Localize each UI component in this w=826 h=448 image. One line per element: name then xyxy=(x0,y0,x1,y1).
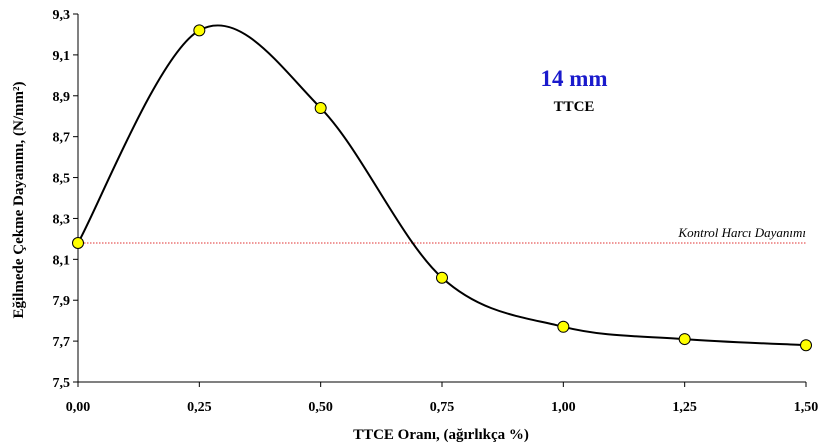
y-tick-label: 9,3 xyxy=(53,8,71,23)
x-tick-label: 1,25 xyxy=(672,400,697,415)
y-tick-label: 8,9 xyxy=(53,90,71,105)
y-tick-label: 7,7 xyxy=(53,335,71,350)
x-tick-label: 1,50 xyxy=(794,400,819,415)
x-tick-label: 0,50 xyxy=(308,400,333,415)
y-tick-label: 9,1 xyxy=(53,49,71,64)
data-markers xyxy=(72,24,812,352)
x-tick-label: 0,00 xyxy=(66,400,91,415)
data-point xyxy=(800,339,812,352)
x-tick-label: 1,00 xyxy=(551,400,576,415)
y-axis-title: Eğilmede Çekme Dayanımı, (N/mm²) xyxy=(11,82,27,319)
data-point xyxy=(678,333,691,346)
data-point xyxy=(436,271,448,284)
data-point xyxy=(193,24,206,37)
y-tick-label: 8,1 xyxy=(53,253,71,268)
y-axis-ticks: 7,5 7,7 7,9 8,1 8,3 8,5 8,7 8,9 9,1 9,3 xyxy=(53,8,78,391)
plot-area: 7,57,77,98,18,38,58,78,99,19,3 0,00 0,25 0… xyxy=(53,8,819,415)
annotation-size: 14 mm xyxy=(540,66,607,91)
data-point xyxy=(557,320,570,333)
y-tick-label: 8,3 xyxy=(53,212,71,227)
annotation-label: TTCE xyxy=(554,99,595,115)
series-line xyxy=(77,24,807,347)
data-point xyxy=(314,102,327,115)
x-axis-ticks: 0,00 0,25 0,50 0,75 1,00 1,25 1,50 xyxy=(66,382,819,415)
x-axis-title: TTCE Oranı, (ağırlıkça %) xyxy=(353,427,529,443)
y-tick-label: 8,7 xyxy=(53,131,71,146)
data-point xyxy=(72,236,84,249)
y-tick-label: 8,5 xyxy=(53,172,71,187)
y-tick-label: 7,5 xyxy=(53,376,71,391)
x-tick-label: 0,75 xyxy=(430,400,455,415)
x-tick-label: 0,25 xyxy=(187,400,212,415)
y-tick-label: 7,9 xyxy=(53,294,71,309)
reference-line-label: Kontrol Harcı Dayanımı xyxy=(677,225,806,240)
